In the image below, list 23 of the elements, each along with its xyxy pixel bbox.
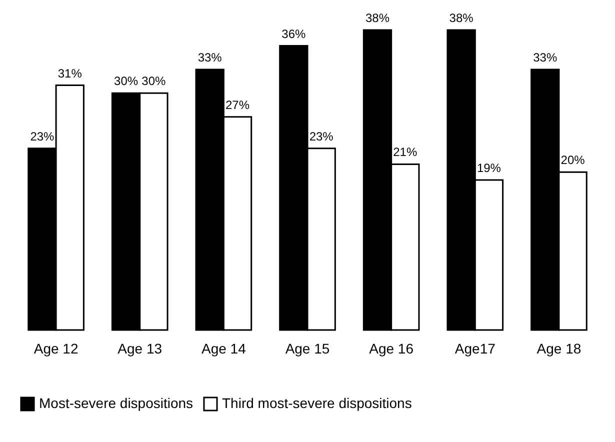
data-label: 21% bbox=[393, 145, 418, 160]
data-label: 23% bbox=[309, 129, 334, 144]
legend-label: Most-severe dispositions bbox=[39, 394, 194, 411]
data-label: 19% bbox=[476, 161, 502, 175]
x-tick-label: Age 14 bbox=[201, 340, 246, 356]
data-label: 30% bbox=[142, 74, 166, 88]
x-tick-label: Age17 bbox=[454, 340, 496, 356]
data-label: 23% bbox=[30, 129, 55, 144]
data-label: 31% bbox=[58, 66, 82, 80]
x-tick-label: Age 16 bbox=[369, 340, 414, 356]
data-label: 30% bbox=[114, 74, 138, 88]
data-label: 36% bbox=[282, 26, 306, 41]
x-tick-label: Age 15 bbox=[285, 340, 330, 356]
x-tick-label: Age 13 bbox=[118, 340, 162, 356]
data-label: 20% bbox=[560, 153, 586, 168]
x-tick-label: Age 12 bbox=[34, 340, 78, 356]
data-label: 33% bbox=[198, 50, 222, 64]
data-label: 38% bbox=[449, 11, 474, 25]
legend-label: Third most-severe dispositions bbox=[222, 394, 412, 411]
data-label: 38% bbox=[365, 11, 390, 25]
data-label: 33% bbox=[533, 50, 558, 64]
x-tick-label: Age 18 bbox=[536, 340, 582, 356]
data-label: 27% bbox=[225, 98, 250, 112]
